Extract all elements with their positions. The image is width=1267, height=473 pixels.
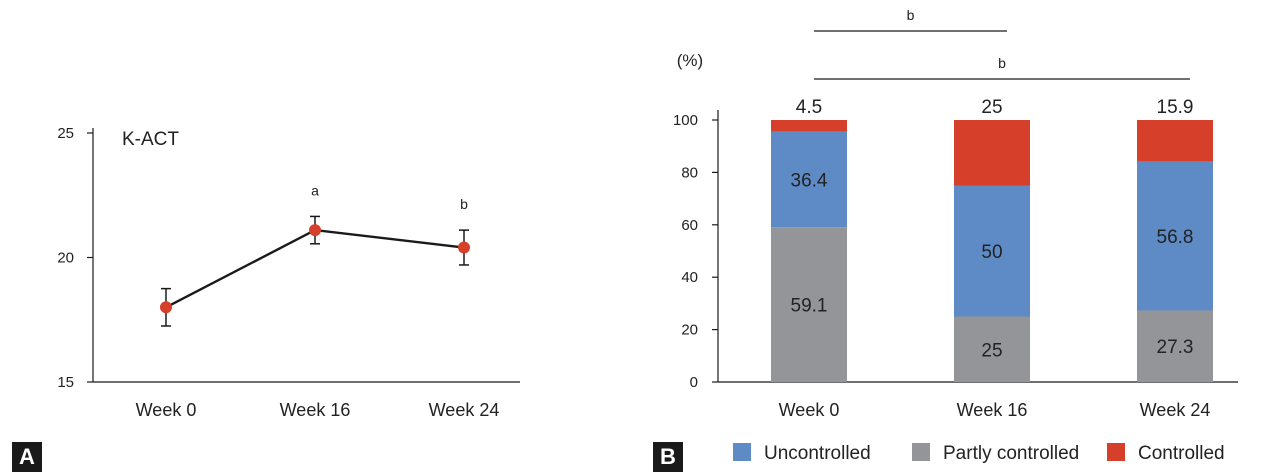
- data-point: [309, 224, 321, 237]
- y-tick-label: 60: [681, 217, 698, 234]
- data-label-uncontrolled: 50: [981, 242, 1002, 263]
- panel-label-b: B: [653, 442, 683, 472]
- significance-marker: a: [311, 182, 319, 198]
- data-label-controlled: 15.9: [1157, 97, 1194, 118]
- y-tick-label: 15: [57, 374, 74, 391]
- legend-label-partly-controlled: Partly controlled: [943, 443, 1079, 464]
- y-axis-label: (%): [677, 51, 703, 70]
- bar-segment-uncontrolled: [771, 131, 847, 228]
- data-label-controlled: 4.5: [796, 97, 822, 118]
- significance-marker: b: [907, 7, 915, 23]
- x-tick-label: Week 24: [1140, 400, 1211, 420]
- legend-label-uncontrolled: Uncontrolled: [764, 443, 871, 464]
- data-label-partly-controlled: 27.3: [1157, 337, 1194, 358]
- legend-swatch-controlled: [1107, 443, 1125, 461]
- chart-a-k-act: 15 20 25 K-ACT Week 0 a Week 16 b Week 24: [57, 125, 520, 420]
- legend-label-controlled: Controlled: [1138, 443, 1225, 464]
- bar-segment-controlled: [954, 120, 1030, 186]
- legend-swatch-uncontrolled: [733, 443, 751, 461]
- data-label-controlled: 25: [981, 97, 1002, 118]
- panel-label-a: A: [12, 442, 42, 472]
- bar-segment-controlled: [771, 120, 847, 132]
- chart-b-control-status: 0 20 40 60 80 100 (%) 59.1 36.4 4.5 Week 0 25 50 25 We…: [673, 7, 1238, 464]
- y-tick-label: 20: [681, 322, 698, 339]
- y-tick-label: 80: [681, 164, 698, 181]
- bar-segment-uncontrolled: [1137, 161, 1213, 311]
- x-tick-label: Week 16: [280, 400, 351, 420]
- chart-title: K-ACT: [122, 129, 179, 150]
- bar-segment-controlled: [1137, 120, 1213, 162]
- y-tick-label: 40: [681, 269, 698, 286]
- bar-segment-uncontrolled: [954, 185, 1030, 317]
- y-tick-label: 20: [57, 250, 74, 267]
- y-tick-label: 0: [690, 374, 698, 391]
- y-tick-label: 100: [673, 112, 698, 129]
- y-tick-label: 25: [57, 125, 74, 142]
- legend-swatch-partly-controlled: [912, 443, 930, 461]
- x-tick-label: Week 24: [429, 400, 500, 420]
- significance-marker: b: [460, 196, 468, 212]
- x-tick-label: Week 0: [136, 400, 197, 420]
- data-label-partly-controlled: 59.1: [791, 296, 828, 317]
- x-tick-label: Week 0: [779, 400, 840, 420]
- data-point: [160, 301, 172, 314]
- data-label-partly-controlled: 25: [981, 340, 1002, 361]
- significance-marker: b: [998, 55, 1006, 71]
- data-label-uncontrolled: 36.4: [791, 170, 828, 191]
- x-tick-label: Week 16: [957, 400, 1028, 420]
- bar-segment-partly-controlled: [1137, 310, 1213, 382]
- data-label-uncontrolled: 56.8: [1157, 227, 1194, 248]
- data-point: [458, 241, 470, 254]
- bar-segment-partly-controlled: [954, 316, 1030, 382]
- bar-segment-partly-controlled: [771, 227, 847, 382]
